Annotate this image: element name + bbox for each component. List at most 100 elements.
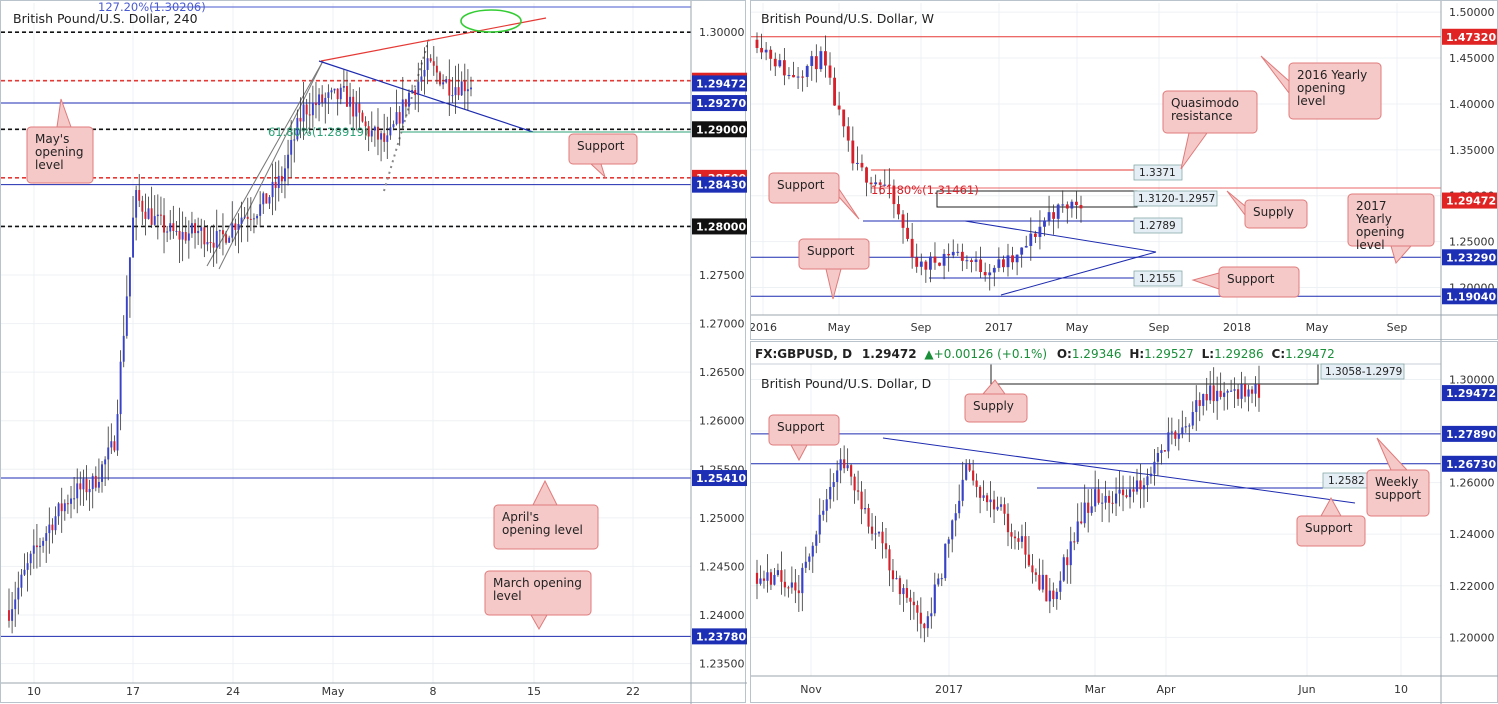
d-candle [1020, 524, 1024, 549]
w-candle [897, 195, 900, 220]
h4-candle [274, 161, 277, 211]
w-candle [992, 265, 996, 287]
h4-candle [466, 69, 469, 111]
w-y-tick-label: 1.40000 [1449, 98, 1495, 111]
weekly-chart-panel[interactable]: British Pound/U.S. Dollar, W 161.80%(1.3… [750, 0, 1498, 341]
d-candle [1219, 372, 1222, 400]
h4-candle [110, 423, 113, 454]
w-triangle-lower [1000, 251, 1157, 296]
h4-candle [287, 139, 290, 186]
d-candle [1101, 493, 1104, 522]
h4-candle [212, 224, 215, 267]
w-candle [842, 109, 846, 138]
w-box-label-3371: 1.3371 [1133, 164, 1183, 181]
d-x-tick-label: 2017 [935, 683, 963, 696]
d-candle [755, 559, 759, 600]
h4-candle [318, 88, 321, 122]
d-ohlc-header: FX:GBPUSD, D 1.29472 ▲+0.00126 (+0.1%) O… [755, 347, 1335, 361]
h4-candle [23, 553, 26, 576]
daily-chart-panel[interactable]: FX:GBPUSD, D 1.29472 ▲+0.00126 (+0.1%) O… [750, 341, 1498, 704]
h4-candle [265, 193, 268, 204]
h4-candle [414, 87, 417, 110]
svg-text:1.29000: 1.29000 [696, 123, 746, 136]
h4-candle [187, 220, 190, 259]
d-candle [898, 575, 902, 605]
w-y-tick-label: 1.35000 [1449, 144, 1495, 157]
h4-y-tick-label: 1.25000 [699, 512, 745, 525]
w-fib-1618-label: 161.80%(1.31461) [871, 183, 979, 197]
h4-candle [373, 125, 376, 147]
d-candle [1069, 526, 1072, 584]
d-candle [975, 473, 978, 498]
d-candle [965, 459, 968, 481]
h4-candle [308, 92, 311, 134]
h4-candle [54, 506, 57, 535]
d-candle [1160, 444, 1163, 465]
w-y-tick-label: 1.25000 [1449, 236, 1495, 249]
h4-callout-text: Support [577, 139, 625, 153]
d-candle [773, 567, 776, 586]
d-candle [961, 461, 964, 507]
h4-x-tick-label: 24 [226, 685, 240, 698]
h4-candle [119, 350, 122, 431]
w-candle [956, 243, 960, 256]
w-candle [947, 243, 951, 272]
d-candle [1191, 401, 1194, 430]
h4-candle [138, 174, 141, 208]
h4-chart-panel[interactable]: British Pound/U.S. Dollar, 240 127.20%(1… [0, 0, 747, 704]
w-candle [1070, 199, 1074, 218]
w-candle [819, 46, 823, 72]
w-candle [1015, 254, 1019, 276]
w-candle [792, 61, 795, 78]
svg-text:1.23290: 1.23290 [1446, 251, 1496, 264]
w-candle [855, 146, 859, 171]
d-candle [1003, 497, 1006, 526]
h4-candle [172, 205, 175, 239]
svg-text:1.3058-1.2979: 1.3058-1.2979 [1325, 366, 1402, 378]
d-candle [1142, 477, 1146, 508]
w-callout-0: 2016 Yearly opening level [1260, 55, 1382, 120]
h4-candle [448, 59, 451, 117]
d-candle [1247, 384, 1250, 412]
h4-candle [327, 84, 330, 114]
d-price-label-1.29472: 1.29472 [1442, 385, 1497, 402]
h4-candle [367, 120, 370, 152]
h4-red-channel-line [320, 17, 547, 62]
w-candle [1029, 217, 1033, 261]
h4-callout-3: March opening level [484, 570, 592, 631]
daily-chart-svg[interactable]: FX:GBPUSD, D 1.29472 ▲+0.00126 (+0.1%) O… [751, 342, 1498, 704]
d-candle [867, 503, 870, 534]
d-candle [1114, 477, 1118, 516]
w-candle [892, 179, 896, 219]
h4-y-tick-label: 1.24000 [699, 609, 745, 622]
d-candle [972, 459, 975, 486]
d-candle [1177, 419, 1180, 451]
d-candle [884, 528, 888, 559]
h4-price-label-1.23780: 1.23780 [692, 628, 747, 645]
d-candle [888, 545, 891, 587]
d-candle [951, 519, 954, 553]
h4-candle [380, 130, 383, 162]
h4-candle [404, 98, 407, 118]
d-candle [1121, 475, 1125, 512]
h4-chart-svg[interactable]: British Pound/U.S. Dollar, 240 127.20%(1… [1, 1, 747, 704]
d-price-label-1.27890: 1.27890 [1442, 425, 1497, 442]
h4-candle [159, 196, 162, 226]
h4-fib-leg-1 [206, 60, 324, 267]
d-candle [1243, 376, 1247, 403]
h4-candle [194, 219, 197, 249]
d-candle [850, 463, 853, 486]
h4-callout-text: May's opening level [35, 132, 84, 172]
h4-candle [435, 56, 438, 85]
h4-candle [76, 468, 79, 514]
w-callout-text: Supply [1253, 205, 1294, 219]
weekly-chart-svg[interactable]: British Pound/U.S. Dollar, W 161.80%(1.3… [751, 1, 1498, 341]
w-candle [915, 243, 919, 273]
w-candle [938, 262, 941, 267]
w-candle [951, 239, 955, 259]
h4-candle [128, 257, 131, 318]
h4-candle [277, 160, 280, 202]
h4-candle [48, 507, 51, 554]
h4-candle [234, 218, 237, 246]
h4-y-tick-label: 1.27000 [699, 318, 745, 331]
